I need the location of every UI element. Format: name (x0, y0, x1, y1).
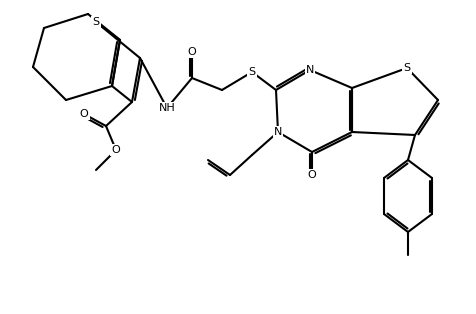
Text: S: S (404, 63, 411, 73)
Text: S: S (248, 67, 256, 77)
Text: S: S (92, 17, 99, 27)
Text: O: O (112, 145, 120, 155)
Text: N: N (274, 127, 282, 137)
Text: O: O (307, 170, 317, 180)
Text: N: N (306, 65, 314, 75)
Text: O: O (188, 47, 197, 57)
Text: O: O (79, 109, 89, 119)
Text: NH: NH (159, 103, 175, 113)
